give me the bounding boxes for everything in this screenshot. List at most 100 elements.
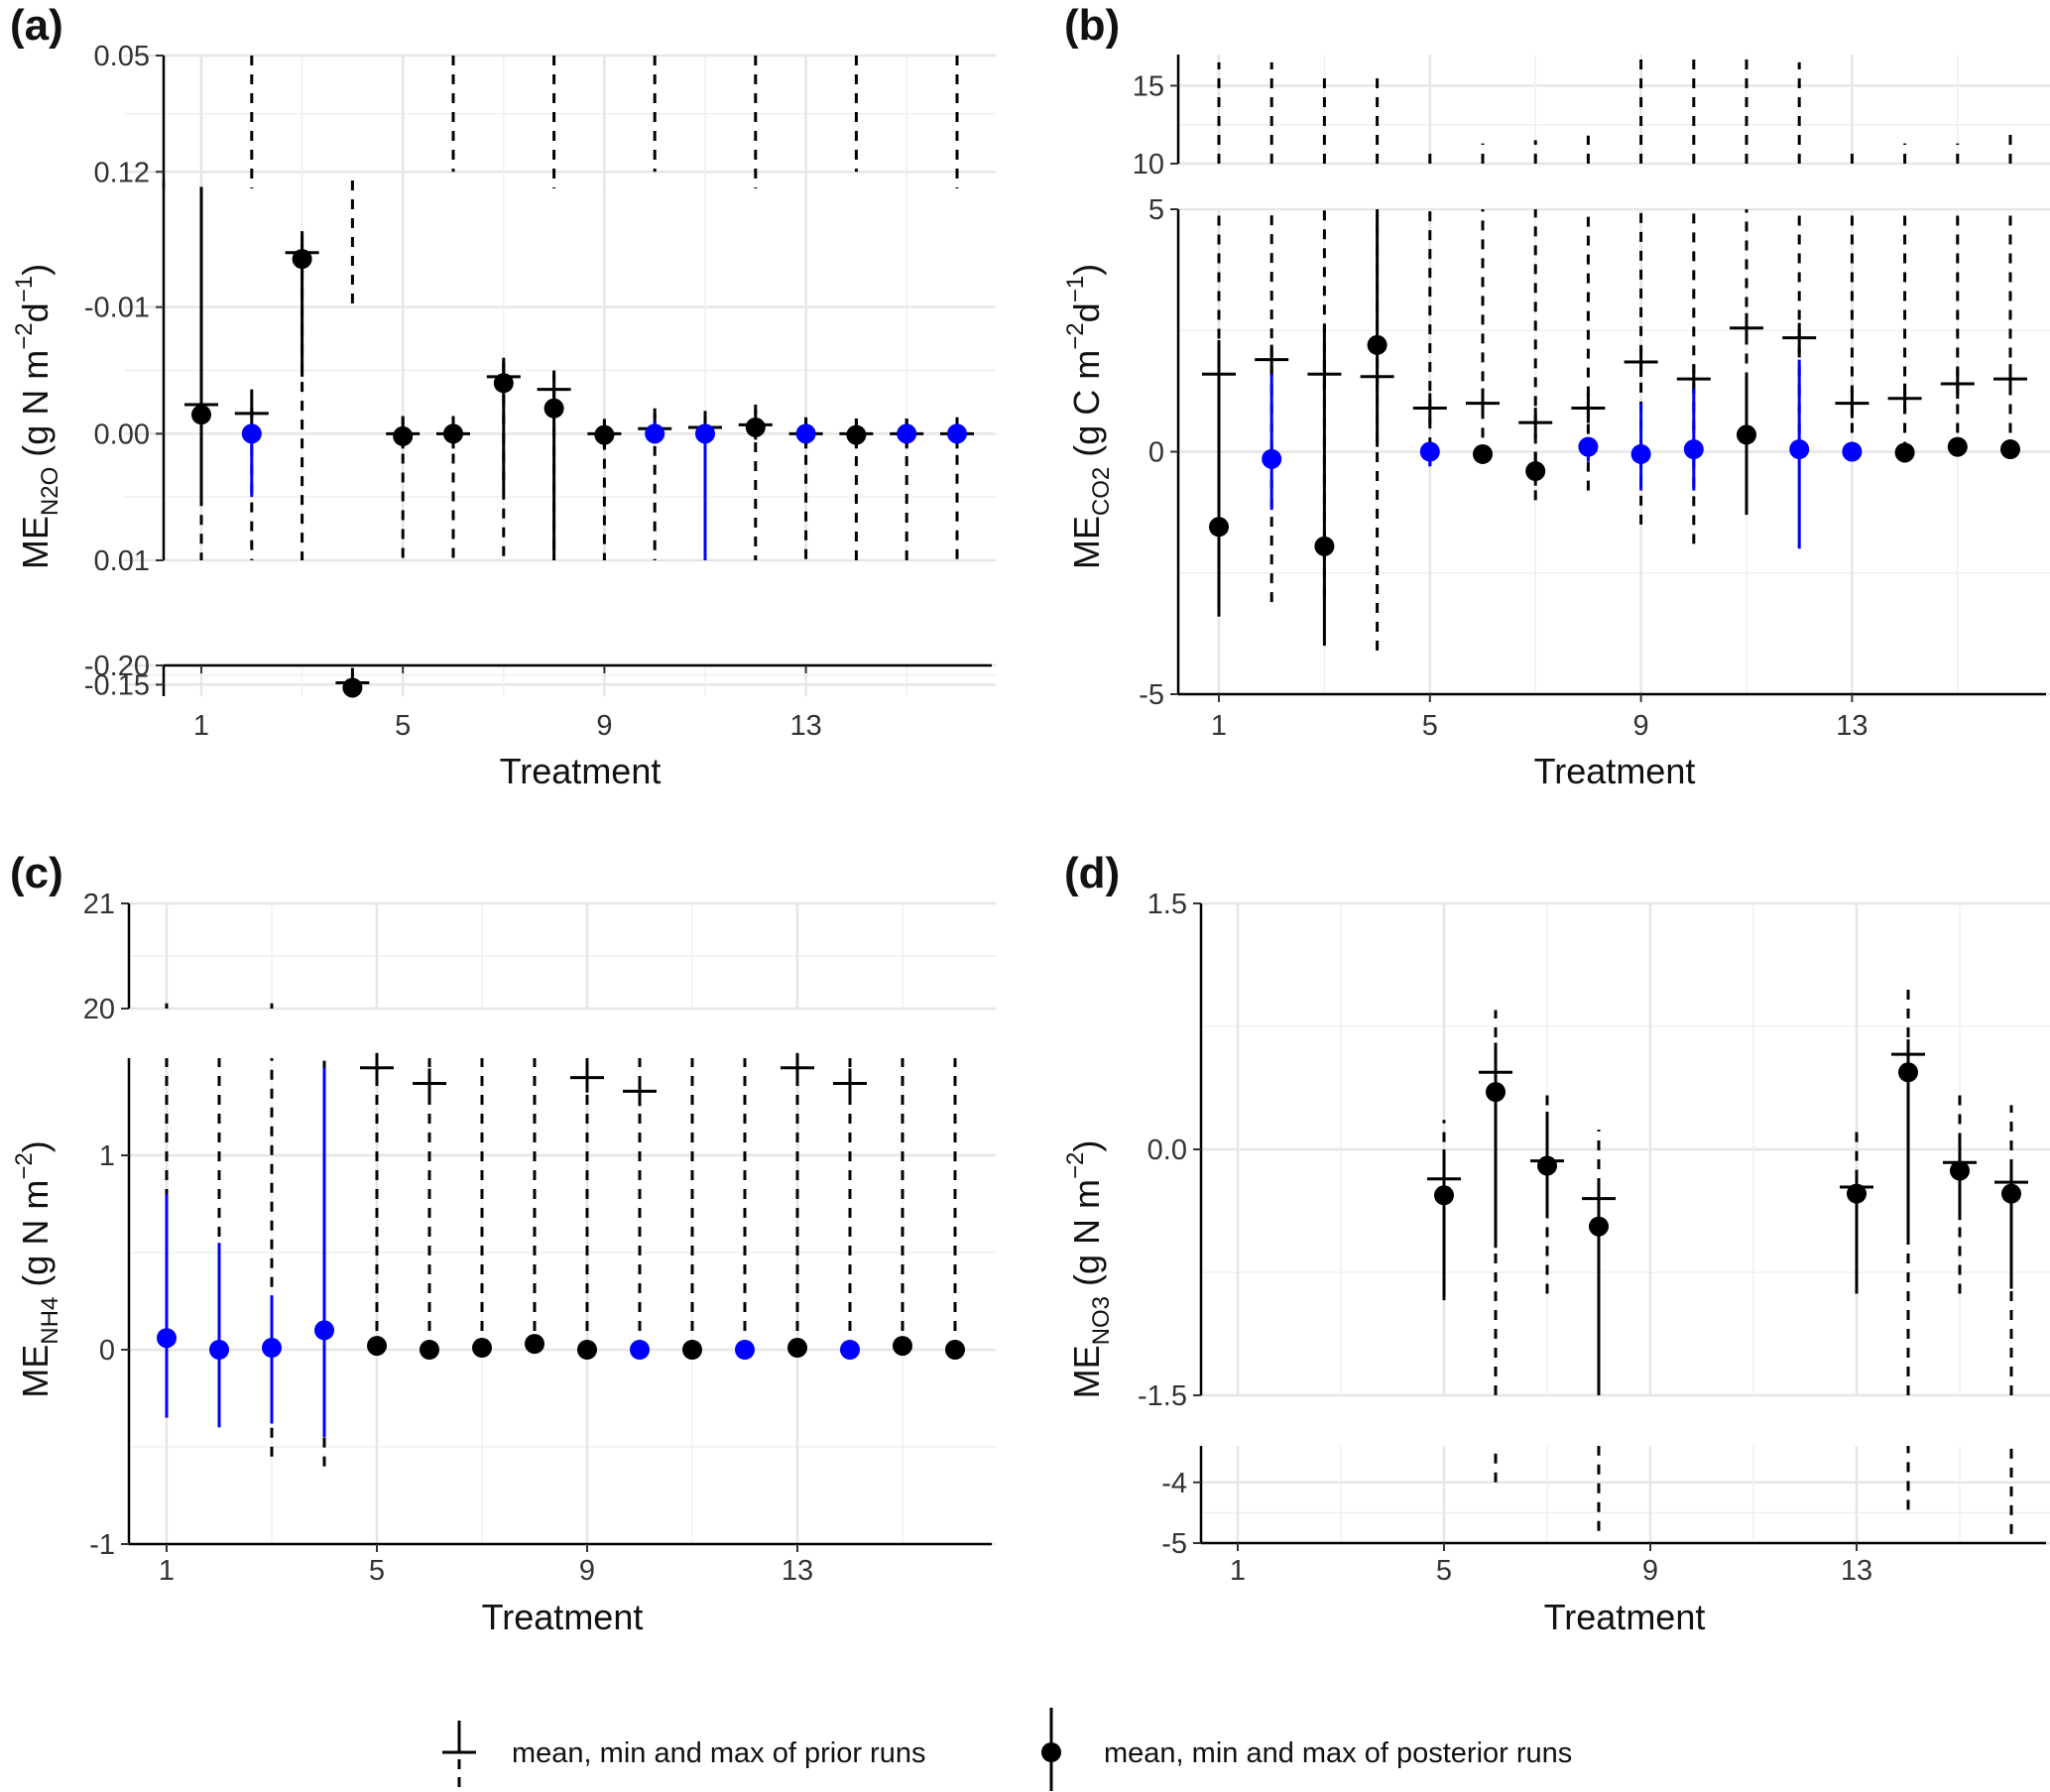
panel-b-ytick-label: -5 <box>1139 679 1164 711</box>
panel-c-xtick-label: 5 <box>369 1555 385 1587</box>
panel-d-posterior-mean-point <box>1950 1160 1970 1181</box>
panel-c-posterior-mean-point <box>420 1340 439 1360</box>
panel-c-posterior-mean-point <box>209 1340 229 1360</box>
panel-c-label: (c) <box>10 849 63 897</box>
panel-c-posterior-mean-point <box>945 1340 965 1360</box>
panel-d-posterior-mean-point <box>1486 1082 1506 1103</box>
panel-a-ytick-label: 0.12 <box>94 157 150 188</box>
panel-a-posterior-mean-point <box>342 677 363 698</box>
panel-c: (c) Treatment MENH4 (g N m−2) -1 0 1 20 21 1 5… <box>10 849 996 1637</box>
panel-b-posterior-mean-point <box>1209 517 1229 538</box>
panel-b-posterior-mean-point <box>1894 442 1915 463</box>
panel-b: (b) Treatment MECO2 (g C m−2d−1) -5 0 5 10 1… <box>1062 1 2050 791</box>
panel-a-xtick-label: 13 <box>789 710 821 742</box>
panel-d-xtick-label: 13 <box>1841 1555 1872 1587</box>
panel-d-posterior-mean-point <box>1589 1216 1609 1237</box>
panel-a-posterior-mean-point <box>493 373 514 394</box>
panel-a-posterior-mean-point <box>393 425 414 446</box>
panel-c-posterior-mean-point <box>893 1336 912 1357</box>
panel-b-posterior-mean-point <box>1842 441 1863 462</box>
panel-b-posterior-mean-point <box>1419 441 1440 462</box>
panel-a-posterior-mean-point <box>292 249 312 270</box>
panel-c-ylabel: MENH4 (g N m−2) <box>11 1140 63 1397</box>
panel-c-ytick-label: 1 <box>99 1140 115 1172</box>
panel-b-xtick-label: 9 <box>1633 710 1649 742</box>
panel-a-posterior-mean-point <box>443 423 463 444</box>
panel-c-posterior-mean-point <box>367 1336 387 1357</box>
panel-c-posterior-mean-point <box>630 1340 650 1360</box>
panel-b-xtick-label: 13 <box>1836 710 1868 742</box>
panel-d-plot: -5 -4 -1.5 0.0 1.5 1 5 9 13 <box>1138 889 2050 1587</box>
panel-b-ytick-label: 15 <box>1133 70 1164 102</box>
panel-c-posterior-mean-point <box>735 1340 755 1360</box>
panel-c-ytick-label: 21 <box>83 889 115 920</box>
panel-a-xlabel: Treatment <box>500 751 662 791</box>
panel-c-posterior-mean-point <box>314 1320 334 1341</box>
panel-b-posterior-mean-point <box>1737 424 1756 445</box>
panel-b-posterior-mean-point <box>2000 439 2020 460</box>
panel-a-posterior-mean-point <box>897 423 917 444</box>
panel-b-ylabel: MECO2 (g C m−2d−1) <box>1062 264 1115 569</box>
panel-b-ytick-label: 5 <box>1148 194 1164 226</box>
panel-b-posterior-mean-point <box>1525 461 1546 482</box>
panel-a-xtick-label: 5 <box>395 710 411 742</box>
panel-a-xtick-label: 1 <box>193 710 209 742</box>
panel-a-ytick-label: 0.01 <box>94 545 150 577</box>
panel-a-posterior-mean-point <box>695 423 715 444</box>
panel-a-posterior-mean-point <box>947 423 967 444</box>
panel-d-posterior-mean-point <box>1537 1155 1557 1176</box>
panel-c-posterior-mean-point <box>682 1340 702 1360</box>
panel-b-ytick-label: 0 <box>1148 437 1164 469</box>
panel-d-ytick-label: -1.5 <box>1138 1380 1187 1412</box>
panel-d-ytick-label: -5 <box>1161 1528 1187 1560</box>
legend-prior-key <box>442 1721 476 1791</box>
panel-d-posterior-mean-point <box>2001 1183 2021 1204</box>
panel-c-ytick-label: 0 <box>99 1335 115 1367</box>
panel-b-posterior-mean-point <box>1367 334 1387 355</box>
panel-a-xtick-label: 9 <box>596 710 612 742</box>
panel-b-xtick-label: 5 <box>1422 710 1438 742</box>
panel-a: (a) Treatment MEN2O (g N m−2d−1) -0.20-0… <box>10 1 996 791</box>
panel-c-posterior-mean-point <box>262 1338 282 1359</box>
panel-c-ytick-label: -1 <box>89 1529 115 1561</box>
legend-posterior-label: mean, min and max of posterior runs <box>1104 1737 1572 1769</box>
panel-b-posterior-mean-point <box>1683 439 1704 460</box>
panel-d-label: (d) <box>1064 849 1120 897</box>
panel-c-xlabel: Treatment <box>482 1597 644 1637</box>
panel-d-posterior-mean-point <box>1434 1185 1454 1206</box>
panel-b-posterior-mean-point <box>1947 436 1968 457</box>
panel-c-ytick-label: 20 <box>83 994 115 1025</box>
panel-d-xlabel: Treatment <box>1544 1597 1706 1637</box>
legend-posterior-dot <box>1041 1742 1061 1762</box>
panel-b-xtick-label: 1 <box>1211 710 1227 742</box>
panel-a-posterior-mean-point <box>594 424 615 445</box>
panel-d: (d) Treatment MENO3 (g N m−2) -5 -4 -1.5 0.… <box>1062 849 2050 1637</box>
panel-a-ytick-label: -0.01 <box>84 293 150 324</box>
panel-c-posterior-mean-point <box>840 1340 860 1360</box>
panel-a-ytick-label: -0.15 <box>84 669 150 701</box>
panel-d-xtick-label: 1 <box>1230 1555 1246 1587</box>
panel-c-posterior-mean-point <box>787 1338 807 1359</box>
panel-d-xtick-label: 5 <box>1436 1555 1452 1587</box>
panel-b-posterior-mean-point <box>1314 536 1335 556</box>
panel-a-ylabel: MEN2O (g N m−2d−1) <box>11 264 63 569</box>
legend: mean, min and max of prior runs mean, mi… <box>442 1708 1572 1791</box>
legend-prior-label: mean, min and max of prior runs <box>512 1737 925 1769</box>
panel-a-ytick-label: 0.05 <box>94 41 150 72</box>
panel-b-xlabel: Treatment <box>1534 751 1696 791</box>
panel-a-posterior-mean-point <box>241 423 262 444</box>
panel-d-xtick-label: 9 <box>1642 1555 1658 1587</box>
panel-b-posterior-mean-point <box>1578 436 1599 457</box>
legend-posterior-key <box>1041 1708 1061 1791</box>
panel-b-ytick-label: 10 <box>1133 149 1164 180</box>
panel-c-xtick-label: 13 <box>782 1555 813 1587</box>
panel-d-posterior-mean-point <box>1847 1183 1867 1204</box>
panel-c-posterior-mean-point <box>472 1338 492 1359</box>
panel-a-posterior-mean-point <box>846 424 867 445</box>
panel-a-ytick-label: -0.20 <box>84 651 150 682</box>
panel-d-ytick-label: 1.5 <box>1147 889 1187 920</box>
panel-b-posterior-mean-point <box>1630 443 1651 464</box>
